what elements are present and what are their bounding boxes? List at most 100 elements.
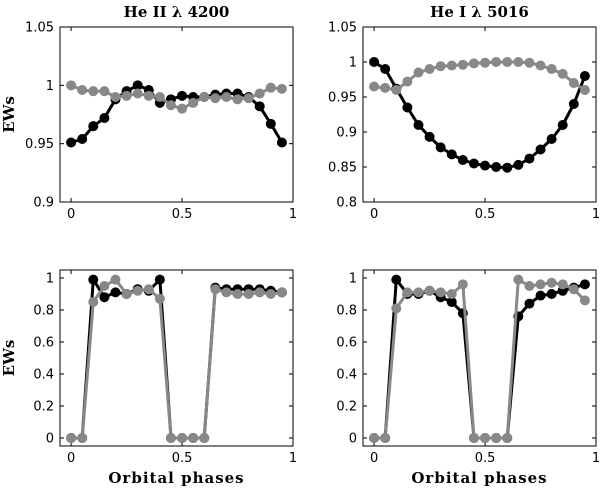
data-point-black bbox=[457, 155, 468, 165]
data-point-gray bbox=[99, 281, 110, 291]
x-tick-label: 0.5 bbox=[172, 207, 193, 222]
data-point-black bbox=[88, 274, 99, 285]
data-point-gray bbox=[435, 61, 446, 72]
y-tick-label: 0.9 bbox=[336, 126, 357, 141]
data-point-gray bbox=[88, 86, 99, 97]
y-axis-label: EWs bbox=[0, 340, 18, 377]
plot-frame bbox=[59, 269, 294, 447]
data-point-gray bbox=[199, 433, 210, 443]
data-point-gray bbox=[254, 287, 265, 298]
data-point-gray bbox=[243, 93, 254, 104]
data-point-gray bbox=[568, 284, 579, 295]
x-tick-label: 1 bbox=[592, 451, 600, 466]
data-point-black bbox=[579, 71, 590, 81]
plot-frame bbox=[362, 26, 597, 203]
y-tick-label: 0.95 bbox=[328, 91, 357, 106]
y-tick-label: 0.6 bbox=[33, 336, 54, 351]
data-point-gray bbox=[110, 92, 121, 102]
data-point-black bbox=[535, 290, 546, 301]
data-point-gray bbox=[557, 279, 568, 290]
data-point-black bbox=[276, 137, 287, 148]
data-point-black bbox=[402, 102, 413, 113]
data-point-gray bbox=[221, 92, 232, 102]
data-point-black bbox=[132, 80, 143, 91]
data-point-gray bbox=[154, 293, 165, 304]
data-point-gray bbox=[535, 279, 546, 290]
data-point-gray bbox=[480, 433, 491, 443]
x-axis-label: Orbital phases bbox=[411, 469, 547, 487]
y-tick-label: 0.4 bbox=[33, 368, 54, 383]
data-point-gray bbox=[502, 433, 513, 443]
data-point-black bbox=[446, 297, 457, 307]
data-point-gray bbox=[579, 85, 590, 95]
data-point-black bbox=[391, 274, 402, 285]
plot-frame bbox=[59, 26, 294, 203]
data-point-gray bbox=[513, 274, 524, 285]
data-point-gray bbox=[265, 82, 276, 93]
data-point-black bbox=[254, 101, 265, 112]
y-tick-label: 0.8 bbox=[336, 196, 357, 211]
chart-title: He II λ 4200 bbox=[124, 3, 230, 21]
panel-4: 0 0.5 1 0 0.2 0.4 0.6 0.8 1 Orbital phases bbox=[336, 269, 600, 487]
x-tick-label: 1 bbox=[289, 451, 297, 466]
x-tick-label: 0.5 bbox=[475, 207, 496, 222]
data-point-black bbox=[99, 113, 110, 123]
data-point-gray bbox=[391, 303, 402, 314]
data-point-gray bbox=[402, 76, 413, 87]
data-point-gray bbox=[468, 58, 479, 69]
data-point-gray bbox=[165, 433, 176, 443]
data-point-gray bbox=[369, 433, 380, 443]
y-tick-label: 0.4 bbox=[336, 368, 357, 383]
data-point-black bbox=[88, 121, 99, 132]
x-tick-label: 0 bbox=[370, 207, 378, 222]
y-tick-label: 1 bbox=[46, 79, 54, 94]
data-point-gray bbox=[446, 289, 457, 299]
y-tick-label: 1 bbox=[349, 272, 357, 287]
panel-3: 0 0.5 1 0 0.2 0.4 0.6 0.8 1 Orbital phases EWs bbox=[0, 269, 297, 487]
x-tick-label: 0.5 bbox=[172, 451, 193, 466]
data-point-gray bbox=[265, 289, 276, 299]
data-point-black bbox=[524, 298, 535, 309]
data-point-gray bbox=[88, 297, 99, 307]
data-point-gray bbox=[391, 85, 402, 95]
y-tick-label: 0.8 bbox=[33, 304, 54, 319]
data-point-gray bbox=[446, 60, 457, 71]
x-axis-label: Orbital phases bbox=[108, 469, 244, 487]
data-point-gray bbox=[177, 433, 188, 443]
data-point-gray bbox=[188, 433, 199, 443]
x-tick-label: 0 bbox=[67, 207, 75, 222]
series-line-black bbox=[374, 278, 586, 440]
y-tick-label: 0.6 bbox=[336, 336, 357, 351]
data-point-gray bbox=[143, 284, 154, 295]
data-point-gray bbox=[524, 281, 535, 291]
data-point-black bbox=[177, 90, 188, 101]
y-tick-label: 1.05 bbox=[25, 21, 54, 36]
data-point-gray bbox=[165, 100, 176, 111]
data-point-gray bbox=[232, 289, 243, 299]
data-point-gray bbox=[502, 57, 513, 67]
data-point-black bbox=[546, 134, 557, 144]
data-point-black bbox=[369, 57, 380, 67]
y-axis-label: EWs bbox=[0, 96, 18, 133]
data-point-gray bbox=[210, 284, 221, 295]
data-point-black bbox=[99, 292, 110, 303]
data-point-gray bbox=[243, 289, 254, 299]
data-point-gray bbox=[276, 83, 287, 94]
data-point-gray bbox=[546, 277, 557, 288]
chart-title: He I λ 5016 bbox=[430, 3, 529, 21]
data-point-gray bbox=[132, 88, 143, 99]
data-point-gray bbox=[110, 274, 121, 285]
data-point-gray bbox=[535, 60, 546, 71]
data-point-gray bbox=[557, 68, 568, 79]
data-point-black bbox=[579, 279, 590, 290]
data-point-gray bbox=[121, 90, 132, 101]
data-point-black bbox=[491, 162, 502, 172]
y-tick-label: 0.85 bbox=[328, 161, 357, 176]
data-point-black bbox=[413, 120, 424, 130]
data-point-black bbox=[535, 144, 546, 155]
data-point-black bbox=[265, 118, 276, 129]
data-point-gray bbox=[546, 64, 557, 74]
y-tick-label: 0.2 bbox=[336, 400, 357, 415]
data-point-gray bbox=[457, 59, 468, 70]
